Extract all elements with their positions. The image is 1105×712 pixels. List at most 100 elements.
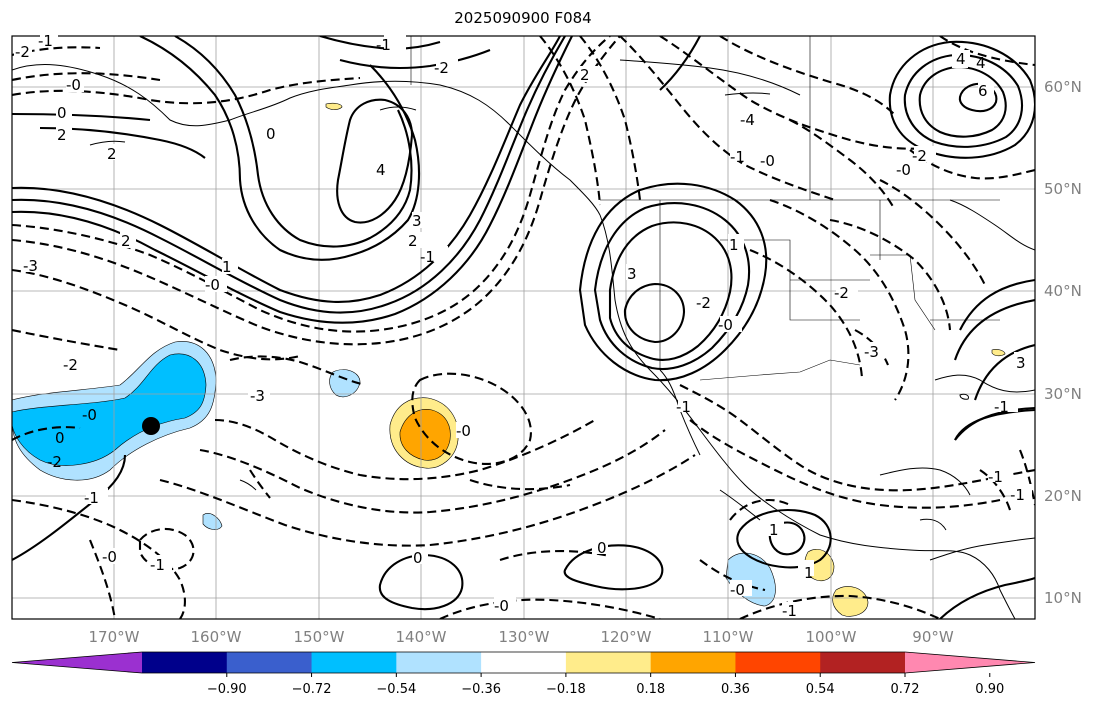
positive-anomaly-small-2 xyxy=(832,586,869,617)
contour-label: -0 xyxy=(494,597,509,615)
colorbar-extend-low xyxy=(12,652,142,673)
page-title: 2025090900 F084 xyxy=(454,9,592,27)
graticule xyxy=(12,36,1035,619)
contour-label: -3 xyxy=(23,257,38,275)
colorbar-tick-label: 0.72 xyxy=(891,682,920,697)
colorbar-tick-label: 0.90 xyxy=(975,682,1004,697)
contour-label: -1 xyxy=(150,556,165,574)
contour-label: 0 xyxy=(55,429,65,447)
contour-label: -0 xyxy=(896,161,911,179)
contour-label: -2 xyxy=(63,356,78,374)
contour-label: -1 xyxy=(994,398,1009,416)
contour-label: -0 xyxy=(66,76,81,94)
colorbar-segment xyxy=(311,652,397,673)
contour-label: 2 xyxy=(57,126,67,144)
location-marker xyxy=(142,417,160,435)
lat-label: 10°N xyxy=(1044,589,1082,607)
contour-label: -1 xyxy=(988,468,1003,486)
lat-label: 20°N xyxy=(1044,487,1082,505)
lat-label: 50°N xyxy=(1044,180,1082,198)
contour-label: -2 xyxy=(912,147,927,165)
contour-label: 2 xyxy=(408,232,418,250)
contour-label: 0 xyxy=(266,125,276,143)
coastlines xyxy=(12,59,1035,619)
colorbar-segment xyxy=(481,652,567,673)
contour-label: -4 xyxy=(740,111,755,129)
contour-label: -0 xyxy=(718,316,733,334)
colorbar-tick-label: 0.36 xyxy=(721,682,750,697)
contour-label: -0 xyxy=(760,152,775,170)
colorbar-tick-label: −0.36 xyxy=(461,682,501,697)
contour-label: 0 xyxy=(413,549,423,567)
contour-label: -2 xyxy=(15,43,30,61)
contour-label: -3 xyxy=(250,387,265,405)
colorbar-tick-label: −0.18 xyxy=(546,682,586,697)
contour-label: 4 xyxy=(376,161,386,179)
contour-label: -2 xyxy=(834,284,849,302)
contour-label: 4 xyxy=(976,54,986,72)
dashed-contours xyxy=(12,36,1035,619)
lat-label: 60°N xyxy=(1044,78,1082,96)
contour-label: -0 xyxy=(730,581,745,599)
contour-label: -2 xyxy=(47,453,62,471)
solid-contours xyxy=(12,36,1035,619)
lon-label: 120°W xyxy=(601,628,652,646)
contour-label: -0 xyxy=(102,548,117,566)
contour-label: 2 xyxy=(121,232,131,250)
contour-label: 1 xyxy=(729,236,739,254)
contour-label: -1 xyxy=(84,489,99,507)
contour-label: -1 xyxy=(376,36,391,54)
colorbar: −0.90 −0.72 −0.54 −0.36 −0.18 0.18 0.36 0.54 0.7… xyxy=(11,651,1036,697)
colorbar-segment xyxy=(565,652,652,673)
contour-label-group: -2 -1 -0 0 2 2 2 -3 -0 -2 -0 -2 0 -1 -1 … xyxy=(14,30,1032,620)
lat-label: 30°N xyxy=(1044,385,1082,403)
contour-label: -0 xyxy=(456,422,471,440)
contour-label: 6 xyxy=(978,82,988,100)
colorbar-tick-label: 0.54 xyxy=(806,682,835,697)
map-frame xyxy=(11,35,1036,620)
contour-label: 2 xyxy=(580,66,590,84)
contour-label: 1 xyxy=(769,521,779,539)
colorbar-segment xyxy=(820,652,906,673)
contour-label: -1 xyxy=(782,602,797,620)
longitude-labels: 170°W 160°W 150°W 140°W 130°W 120°W 110°… xyxy=(89,628,954,646)
contour-label: 3 xyxy=(627,265,637,283)
lon-label: 100°W xyxy=(806,628,857,646)
negative-anomaly-core xyxy=(12,353,207,466)
lon-label: 140°W xyxy=(396,628,447,646)
lon-label: 170°W xyxy=(89,628,140,646)
contour-label: 3 xyxy=(1016,354,1026,372)
colorbar-tick-label: 0.18 xyxy=(636,682,665,697)
latitude-labels: 60°N 50°N 40°N 30°N 20°N 10°N xyxy=(1044,78,1082,607)
contour-label: -2 xyxy=(696,294,711,312)
lat-label: 40°N xyxy=(1044,282,1082,300)
lon-label: 130°W xyxy=(499,628,550,646)
colorbar-tick-label: −0.90 xyxy=(207,682,247,697)
colorbar-segment xyxy=(650,652,736,673)
contour-label: -1 xyxy=(730,148,745,166)
contour-label: -1 xyxy=(420,248,435,266)
negative-anomaly-small-2 xyxy=(202,513,223,530)
lon-label: 90°W xyxy=(912,628,954,646)
lon-label: 160°W xyxy=(191,628,242,646)
positive-anomaly-small-4 xyxy=(991,349,1006,357)
contour-label: -0 xyxy=(82,406,97,424)
colorbar-extend-high xyxy=(905,652,1035,673)
contour-label: 0 xyxy=(597,539,607,557)
contour-label: 1 xyxy=(804,564,814,582)
contour-label: -3 xyxy=(864,343,879,361)
contour-label: 2 xyxy=(107,145,117,163)
colorbar-segment xyxy=(142,652,228,673)
contour-label: 1 xyxy=(222,258,232,276)
colorbar-segment xyxy=(735,652,821,673)
lon-label: 150°W xyxy=(294,628,345,646)
colorbar-segment xyxy=(226,652,313,673)
contour-label: -1 xyxy=(38,32,53,50)
colorbar-tick-label: −0.72 xyxy=(292,682,332,697)
contour-label: 0 xyxy=(57,104,67,122)
negative-anomaly-small-1 xyxy=(329,369,361,398)
colorbar-outline xyxy=(11,651,1036,674)
contour-label: -1 xyxy=(1010,486,1025,504)
lon-label: 110°W xyxy=(703,628,754,646)
